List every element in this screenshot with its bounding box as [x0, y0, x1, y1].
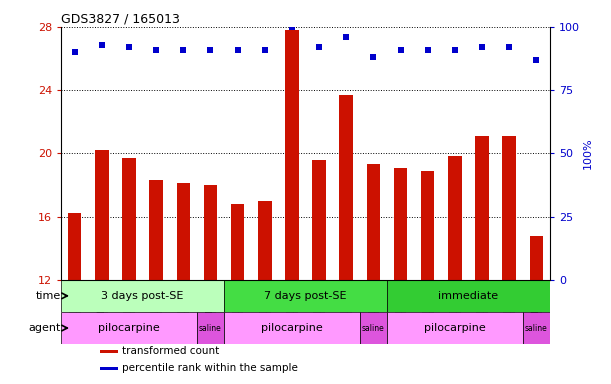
- Bar: [387, 280, 550, 312]
- Text: immediate: immediate: [438, 291, 499, 301]
- Y-axis label: 100%: 100%: [583, 137, 593, 169]
- Bar: [122, 158, 136, 280]
- Bar: [258, 201, 271, 280]
- Text: saline: saline: [362, 324, 385, 333]
- Bar: [448, 157, 462, 280]
- Bar: [285, 30, 299, 280]
- Bar: [231, 204, 244, 280]
- Bar: [523, 312, 550, 344]
- Bar: [177, 183, 190, 280]
- Bar: [95, 150, 109, 280]
- Bar: [393, 167, 408, 280]
- Bar: [203, 185, 218, 280]
- Bar: [224, 312, 360, 344]
- Bar: [100, 350, 118, 353]
- Text: time: time: [36, 291, 61, 301]
- Bar: [475, 136, 489, 280]
- Bar: [421, 171, 434, 280]
- Bar: [387, 312, 523, 344]
- Bar: [530, 235, 543, 280]
- Bar: [61, 312, 197, 344]
- Bar: [61, 280, 224, 312]
- Bar: [367, 164, 380, 280]
- Bar: [100, 367, 118, 370]
- Text: percentile rank within the sample: percentile rank within the sample: [122, 363, 298, 373]
- Text: saline: saline: [525, 324, 547, 333]
- Bar: [502, 136, 516, 280]
- Bar: [68, 214, 81, 280]
- Bar: [197, 312, 224, 344]
- Text: GDS3827 / 165013: GDS3827 / 165013: [61, 13, 180, 26]
- Text: transformed count: transformed count: [122, 346, 219, 356]
- Text: pilocarpine: pilocarpine: [98, 323, 160, 333]
- Bar: [360, 312, 387, 344]
- Bar: [312, 160, 326, 280]
- Bar: [224, 280, 387, 312]
- Bar: [149, 180, 163, 280]
- Text: saline: saline: [199, 324, 222, 333]
- Text: 3 days post-SE: 3 days post-SE: [101, 291, 184, 301]
- Text: pilocarpine: pilocarpine: [261, 323, 323, 333]
- Text: agent: agent: [29, 323, 61, 333]
- Bar: [340, 95, 353, 280]
- Text: 7 days post-SE: 7 days post-SE: [264, 291, 347, 301]
- Text: pilocarpine: pilocarpine: [424, 323, 486, 333]
